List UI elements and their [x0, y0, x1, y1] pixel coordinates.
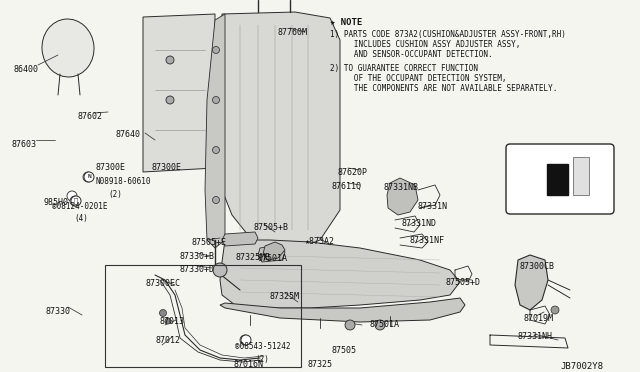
Polygon shape — [222, 232, 258, 246]
Ellipse shape — [345, 320, 355, 330]
Text: INCLUDES CUSHION ASSY ADJUSTER ASSY,: INCLUDES CUSHION ASSY ADJUSTER ASSY, — [340, 40, 520, 49]
Text: 87325M: 87325M — [269, 292, 299, 301]
Polygon shape — [387, 178, 418, 215]
Polygon shape — [218, 12, 340, 250]
Polygon shape — [220, 240, 460, 308]
Text: 1) PARTS CODE 873A2(CUSHION&ADJUSTER ASSY-FRONT,RH): 1) PARTS CODE 873A2(CUSHION&ADJUSTER ASS… — [330, 30, 566, 39]
Ellipse shape — [67, 191, 77, 201]
Ellipse shape — [240, 335, 250, 345]
Text: 87330+B: 87330+B — [180, 252, 215, 261]
Text: 87331ND: 87331ND — [402, 219, 437, 228]
Text: 2) TO GUARANTEE CORRECT FUNCTION: 2) TO GUARANTEE CORRECT FUNCTION — [330, 64, 478, 73]
Ellipse shape — [212, 46, 220, 54]
Text: 87300EC: 87300EC — [145, 279, 180, 288]
Bar — [573, 157, 589, 195]
Polygon shape — [515, 255, 548, 310]
Text: 87016N: 87016N — [234, 360, 264, 369]
Ellipse shape — [165, 318, 171, 324]
Text: 87505+B: 87505+B — [253, 223, 288, 232]
Text: 87019M: 87019M — [523, 314, 553, 323]
Ellipse shape — [212, 147, 220, 154]
Text: ®08124-0201E: ®08124-0201E — [52, 202, 108, 211]
Text: 87331NF: 87331NF — [410, 236, 445, 245]
Text: 87640: 87640 — [116, 130, 141, 139]
Polygon shape — [258, 245, 285, 262]
Text: 87501A: 87501A — [370, 320, 400, 329]
Text: 87331NB: 87331NB — [383, 183, 418, 192]
Polygon shape — [143, 14, 215, 172]
Text: 87620P: 87620P — [337, 168, 367, 177]
Text: OF THE OCCUPANT DETECTION SYSTEM,: OF THE OCCUPANT DETECTION SYSTEM, — [340, 74, 506, 83]
Text: ★873A2: ★873A2 — [305, 237, 335, 246]
Bar — [105, 265, 301, 367]
Text: 87505+D: 87505+D — [446, 278, 481, 287]
Bar — [547, 164, 568, 195]
Text: 87331N: 87331N — [417, 202, 447, 211]
Text: 87012: 87012 — [155, 336, 180, 345]
FancyBboxPatch shape — [506, 144, 614, 214]
Ellipse shape — [213, 263, 227, 277]
Polygon shape — [263, 242, 285, 260]
Ellipse shape — [42, 19, 94, 77]
Text: 87300E: 87300E — [96, 163, 126, 172]
Polygon shape — [205, 14, 225, 248]
Text: 87330+D: 87330+D — [180, 265, 215, 274]
Text: 87331NH: 87331NH — [517, 332, 552, 341]
Text: 87505: 87505 — [332, 346, 357, 355]
Ellipse shape — [83, 172, 93, 182]
Ellipse shape — [166, 56, 174, 64]
Ellipse shape — [166, 96, 174, 104]
Ellipse shape — [71, 196, 81, 206]
Ellipse shape — [375, 320, 385, 330]
Text: 87602: 87602 — [78, 112, 103, 121]
Ellipse shape — [70, 196, 80, 206]
Text: 87325MB: 87325MB — [235, 253, 270, 262]
Text: 87760M: 87760M — [277, 28, 307, 37]
Text: 87501A: 87501A — [258, 254, 288, 263]
Text: 87013: 87013 — [160, 317, 185, 326]
Text: 87505+E: 87505+E — [191, 238, 226, 247]
Text: 87611Q: 87611Q — [332, 182, 362, 191]
Text: N: N — [87, 174, 91, 180]
Ellipse shape — [212, 196, 220, 203]
Text: 87325: 87325 — [307, 360, 332, 369]
Text: JB7002Y8: JB7002Y8 — [560, 362, 603, 371]
Text: 87300E: 87300E — [152, 163, 182, 172]
Ellipse shape — [84, 172, 94, 182]
Text: (4): (4) — [74, 214, 88, 223]
Text: 87300CB: 87300CB — [519, 262, 554, 271]
Text: 87603: 87603 — [12, 140, 37, 149]
Text: 985H0: 985H0 — [44, 198, 69, 207]
Text: (2): (2) — [108, 190, 122, 199]
Ellipse shape — [159, 310, 166, 317]
Text: 87330: 87330 — [46, 307, 71, 316]
Text: 86400: 86400 — [14, 65, 39, 74]
Text: Ⓣ: Ⓣ — [74, 198, 78, 204]
Text: AND SENSOR-OCCUPANT DETECTION.: AND SENSOR-OCCUPANT DETECTION. — [340, 50, 493, 59]
Text: ®08543-51242: ®08543-51242 — [235, 342, 291, 351]
Text: ★ NOTE: ★ NOTE — [330, 18, 362, 27]
Polygon shape — [220, 298, 465, 322]
Text: N08918-60610: N08918-60610 — [96, 177, 152, 186]
Ellipse shape — [241, 335, 251, 345]
Ellipse shape — [212, 96, 220, 103]
Text: THE COMPONENTS ARE NOT AVAILABLE SEPARATELY.: THE COMPONENTS ARE NOT AVAILABLE SEPARAT… — [340, 84, 557, 93]
Ellipse shape — [551, 306, 559, 314]
Text: (2): (2) — [255, 355, 269, 364]
